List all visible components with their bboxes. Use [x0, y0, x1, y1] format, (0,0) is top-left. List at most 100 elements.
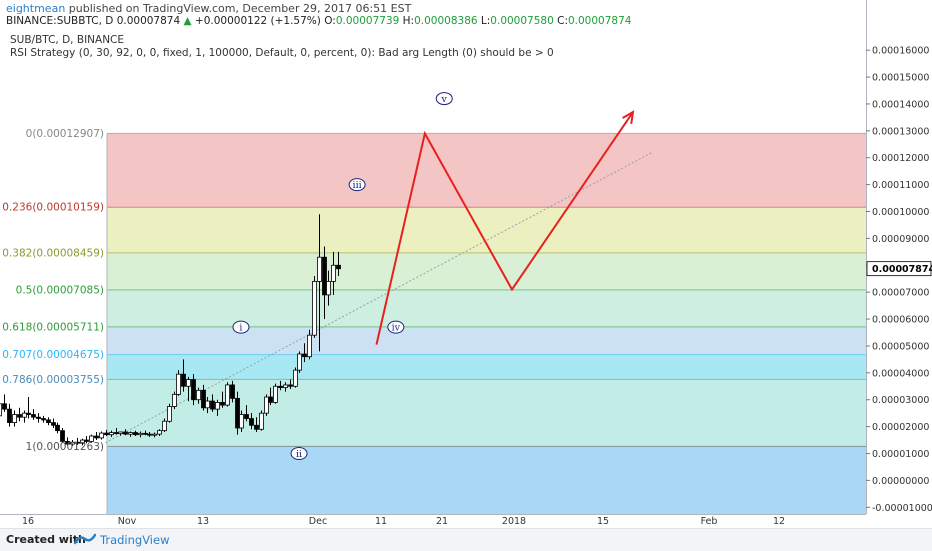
- candle-body: [17, 414, 22, 418]
- fib-zone: [107, 252, 866, 290]
- candle-body: [114, 432, 119, 435]
- fib-fill-layer: [106, 132, 866, 514]
- time-tick-label: 21: [436, 516, 448, 527]
- candle-body: [143, 432, 148, 435]
- fib-level-label: 0.618(0.00005711): [2, 321, 104, 333]
- time-tick-label: 11: [375, 516, 387, 527]
- candle-body: [215, 402, 220, 410]
- price-tick-label: 0.00011000: [872, 180, 929, 191]
- high-label: H:: [402, 15, 415, 27]
- close-value: 0.00007874: [567, 15, 632, 27]
- candle-body: [176, 373, 181, 395]
- candle-body: [331, 264, 336, 282]
- fib-zone: [107, 207, 866, 253]
- candle-body: [210, 400, 215, 410]
- candle-body: [293, 369, 298, 387]
- candle-body: [84, 439, 89, 442]
- candle-body: [317, 256, 322, 282]
- fib-level-label: 0.786(0.00003755): [2, 374, 104, 386]
- time-tick-label: Dec: [309, 516, 327, 527]
- author-link[interactable]: eightmean: [6, 2, 66, 15]
- fib-level-label: 0.236(0.00010159): [2, 202, 104, 214]
- open-value: 0.00007739: [335, 15, 400, 27]
- wave-label: iii: [353, 180, 362, 191]
- candle-body: [239, 414, 244, 429]
- fib-zone: [107, 289, 866, 327]
- fib-level-label: 1(0.00001263): [26, 441, 104, 453]
- created-with-label: Created with: [6, 533, 86, 546]
- tradingview-logo-icon: [74, 533, 96, 545]
- footer-bar: Created with TradingView: [0, 528, 932, 551]
- candle-body: [235, 397, 240, 429]
- low-value: 0.00007580: [490, 15, 554, 27]
- fib-zone: [107, 326, 866, 355]
- candle-body: [167, 406, 172, 422]
- candle-body: [336, 264, 341, 270]
- candle-body: [283, 384, 288, 389]
- candles-layer: [0, 214, 341, 446]
- published-text: published on TradingView.com, December 2…: [68, 2, 412, 15]
- last-value: 0.00007874: [116, 15, 181, 27]
- wave-label-circle: [348, 178, 366, 192]
- ohlc-header: BINANCE:SUBBTC, D 0.00007874 ▲ +0.000001…: [6, 15, 631, 27]
- time-tick-label: 16: [22, 516, 34, 527]
- candle-body: [307, 334, 312, 358]
- candle-body: [94, 435, 99, 439]
- candle-body: [225, 384, 230, 406]
- candle-body: [41, 418, 46, 421]
- candle-body: [196, 389, 201, 401]
- candle-body: [205, 400, 210, 409]
- wave-label: iv: [392, 323, 401, 334]
- price-tick-label: 0.00009000: [872, 234, 929, 245]
- tradingview-brand[interactable]: TradingView: [100, 533, 170, 547]
- candle-body: [109, 432, 114, 436]
- wave-label: ii: [296, 449, 302, 460]
- candle-body: [268, 396, 273, 403]
- candle-body: [254, 424, 259, 430]
- candle-body: [99, 432, 104, 439]
- candle-body: [51, 422, 56, 426]
- candle-body: [186, 379, 191, 387]
- candle-body: [46, 419, 51, 423]
- time-tick-label: 13: [197, 516, 209, 527]
- price-tick-label: 0.00016000: [872, 46, 929, 57]
- candle-body: [147, 433, 152, 436]
- candle-body: [2, 403, 7, 410]
- fib-level-label: 0.5(0.00007085): [16, 284, 104, 296]
- fib-level-label: 0.707(0.00004675): [2, 349, 104, 361]
- price-tick-label: -0.00001000: [872, 503, 932, 514]
- candle-body: [312, 281, 317, 336]
- candle-body: [55, 424, 60, 432]
- price-tick-label: 0.00003000: [872, 395, 929, 406]
- high-value: 0.00008386: [414, 15, 478, 27]
- fib-zone: [107, 354, 866, 380]
- candle-body: [12, 414, 17, 423]
- projection-layer: [375, 110, 635, 345]
- price-tick-label: 0.00007000: [872, 288, 929, 299]
- candle-body: [181, 373, 186, 387]
- trendline-layer: [105, 151, 653, 444]
- candle-body: [191, 379, 196, 401]
- publish-header: eightmean published on TradingView.com, …: [6, 2, 411, 15]
- candle-body: [201, 389, 206, 409]
- legend-series[interactable]: SUB/BTC, D, BINANCE: [10, 34, 125, 46]
- candle-body: [7, 408, 12, 423]
- candle-body: [326, 281, 331, 296]
- fib-level-label: 0(0.00012907): [26, 128, 104, 140]
- open-label: O:: [324, 15, 336, 27]
- current-price-label: 0.00007874: [872, 264, 932, 275]
- wave-label-circle: [232, 320, 250, 334]
- price-tick-label: 0.00012000: [872, 153, 929, 164]
- candle-body: [259, 412, 264, 430]
- projection-path: [375, 111, 634, 345]
- candle-body: [60, 430, 65, 442]
- candle-body: [104, 432, 109, 436]
- legend-indicator[interactable]: RSI Strategy (0, 30, 92, 0, 0, fixed, 1,…: [10, 47, 554, 59]
- current-price-box: [866, 261, 932, 277]
- candle-body: [22, 412, 27, 418]
- change-up-icon: ▲: [183, 15, 192, 27]
- candle-body: [138, 432, 143, 436]
